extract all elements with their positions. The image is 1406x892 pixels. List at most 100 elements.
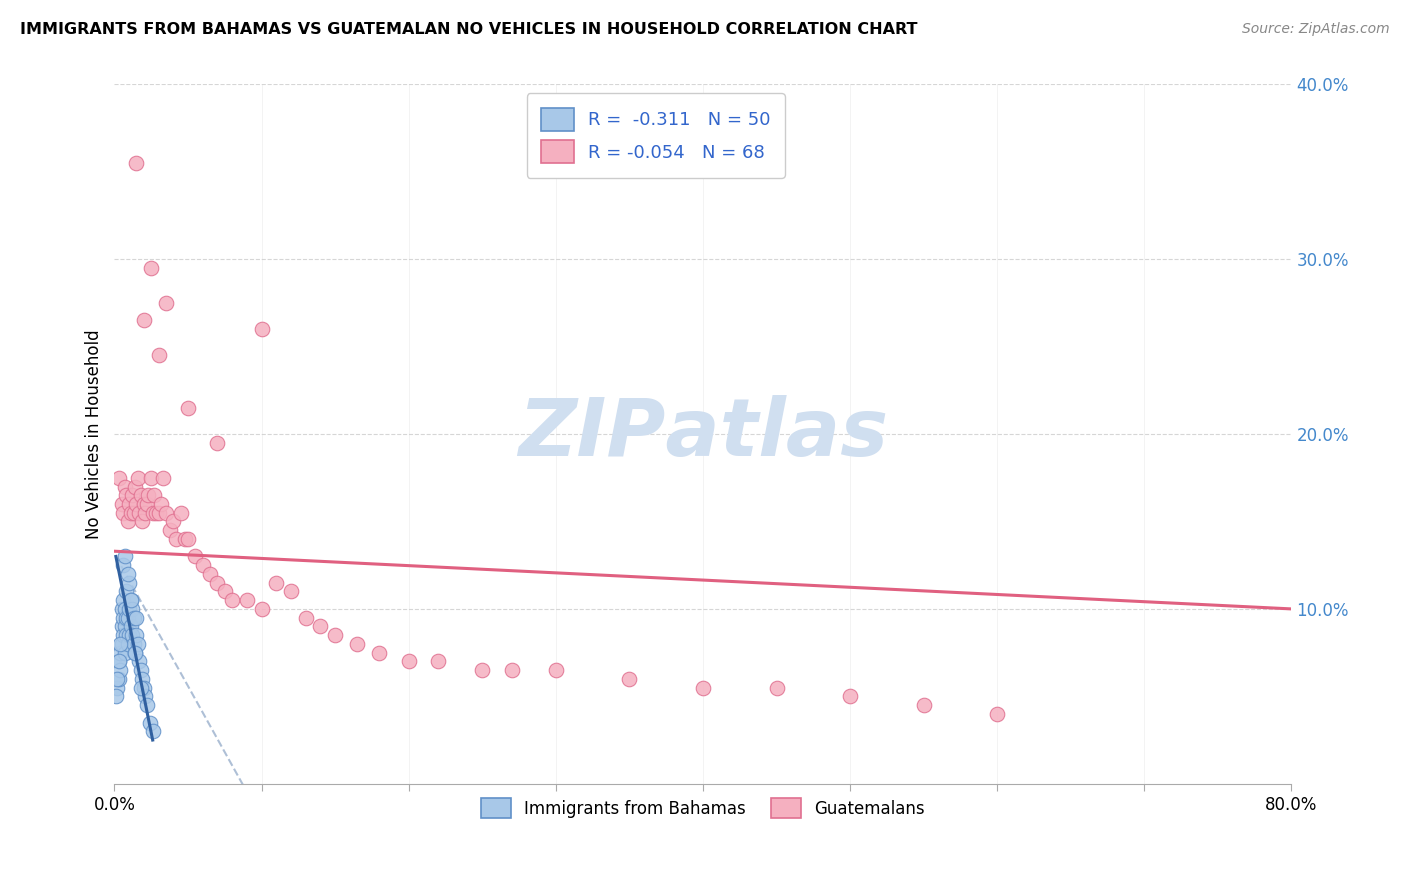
- Point: [110, 637, 132, 651]
- Point: [136, 488, 159, 502]
- Text: Source: ZipAtlas.com: Source: ZipAtlas.com: [1241, 22, 1389, 37]
- Point: [104, 690, 127, 704]
- Point: [155, 296, 177, 310]
- Point: [165, 532, 187, 546]
- Point: [128, 654, 150, 668]
- Point: [198, 566, 221, 581]
- Point: [132, 681, 155, 695]
- Point: [111, 497, 134, 511]
- Point: [184, 549, 207, 564]
- Point: [108, 654, 131, 668]
- Point: [692, 681, 714, 695]
- Point: [105, 681, 128, 695]
- Text: ZIP​atlas: ZIP​atlas: [517, 395, 889, 473]
- Point: [221, 593, 243, 607]
- Point: [115, 610, 138, 624]
- Point: [159, 523, 181, 537]
- Point: [839, 690, 862, 704]
- Point: [122, 610, 145, 624]
- Point: [141, 260, 163, 275]
- Point: [128, 506, 150, 520]
- Point: [114, 602, 136, 616]
- Point: [214, 584, 236, 599]
- Point: [115, 488, 138, 502]
- Point: [117, 515, 139, 529]
- Point: [125, 156, 148, 170]
- Point: [264, 575, 287, 590]
- Point: [121, 488, 143, 502]
- Point: [124, 646, 146, 660]
- Point: [108, 471, 131, 485]
- Point: [765, 681, 787, 695]
- Point: [427, 654, 450, 668]
- Point: [138, 715, 160, 730]
- Point: [125, 610, 148, 624]
- Point: [114, 646, 136, 660]
- Point: [118, 602, 141, 616]
- Point: [112, 593, 135, 607]
- Point: [117, 610, 139, 624]
- Point: [117, 566, 139, 581]
- Point: [108, 654, 131, 668]
- Point: [236, 593, 259, 607]
- Point: [162, 515, 184, 529]
- Point: [121, 602, 143, 616]
- Point: [501, 663, 523, 677]
- Point: [114, 479, 136, 493]
- Point: [125, 628, 148, 642]
- Point: [323, 628, 346, 642]
- Y-axis label: No Vehicles in Household: No Vehicles in Household: [86, 329, 103, 539]
- Point: [135, 698, 157, 712]
- Point: [398, 654, 420, 668]
- Point: [111, 637, 134, 651]
- Point: [115, 584, 138, 599]
- Point: [148, 506, 170, 520]
- Point: [174, 532, 197, 546]
- Point: [120, 619, 142, 633]
- Point: [207, 435, 229, 450]
- Point: [124, 479, 146, 493]
- Point: [986, 706, 1008, 721]
- Point: [114, 549, 136, 564]
- Point: [294, 610, 316, 624]
- Point: [250, 602, 273, 616]
- Point: [120, 506, 142, 520]
- Point: [207, 575, 229, 590]
- Point: [127, 637, 149, 651]
- Point: [131, 672, 153, 686]
- Point: [117, 637, 139, 651]
- Text: IMMIGRANTS FROM BAHAMAS VS GUATEMALAN NO VEHICLES IN HOUSEHOLD CORRELATION CHART: IMMIGRANTS FROM BAHAMAS VS GUATEMALAN NO…: [20, 22, 917, 37]
- Point: [114, 619, 136, 633]
- Point: [125, 497, 148, 511]
- Point: [280, 584, 302, 599]
- Point: [148, 348, 170, 362]
- Point: [105, 672, 128, 686]
- Point: [111, 619, 134, 633]
- Point: [143, 488, 166, 502]
- Point: [127, 471, 149, 485]
- Point: [129, 681, 152, 695]
- Point: [155, 506, 177, 520]
- Point: [346, 637, 368, 651]
- Point: [912, 698, 935, 712]
- Point: [110, 646, 132, 660]
- Point: [309, 619, 332, 633]
- Point: [142, 724, 165, 739]
- Point: [120, 593, 142, 607]
- Point: [191, 558, 214, 573]
- Point: [145, 506, 167, 520]
- Point: [619, 672, 641, 686]
- Point: [122, 506, 145, 520]
- Point: [152, 471, 174, 485]
- Point: [131, 515, 153, 529]
- Point: [129, 488, 152, 502]
- Point: [118, 628, 141, 642]
- Point: [108, 672, 131, 686]
- Point: [129, 663, 152, 677]
- Point: [112, 558, 135, 573]
- Point: [142, 506, 165, 520]
- Point: [118, 575, 141, 590]
- Point: [122, 637, 145, 651]
- Point: [124, 646, 146, 660]
- Point: [121, 628, 143, 642]
